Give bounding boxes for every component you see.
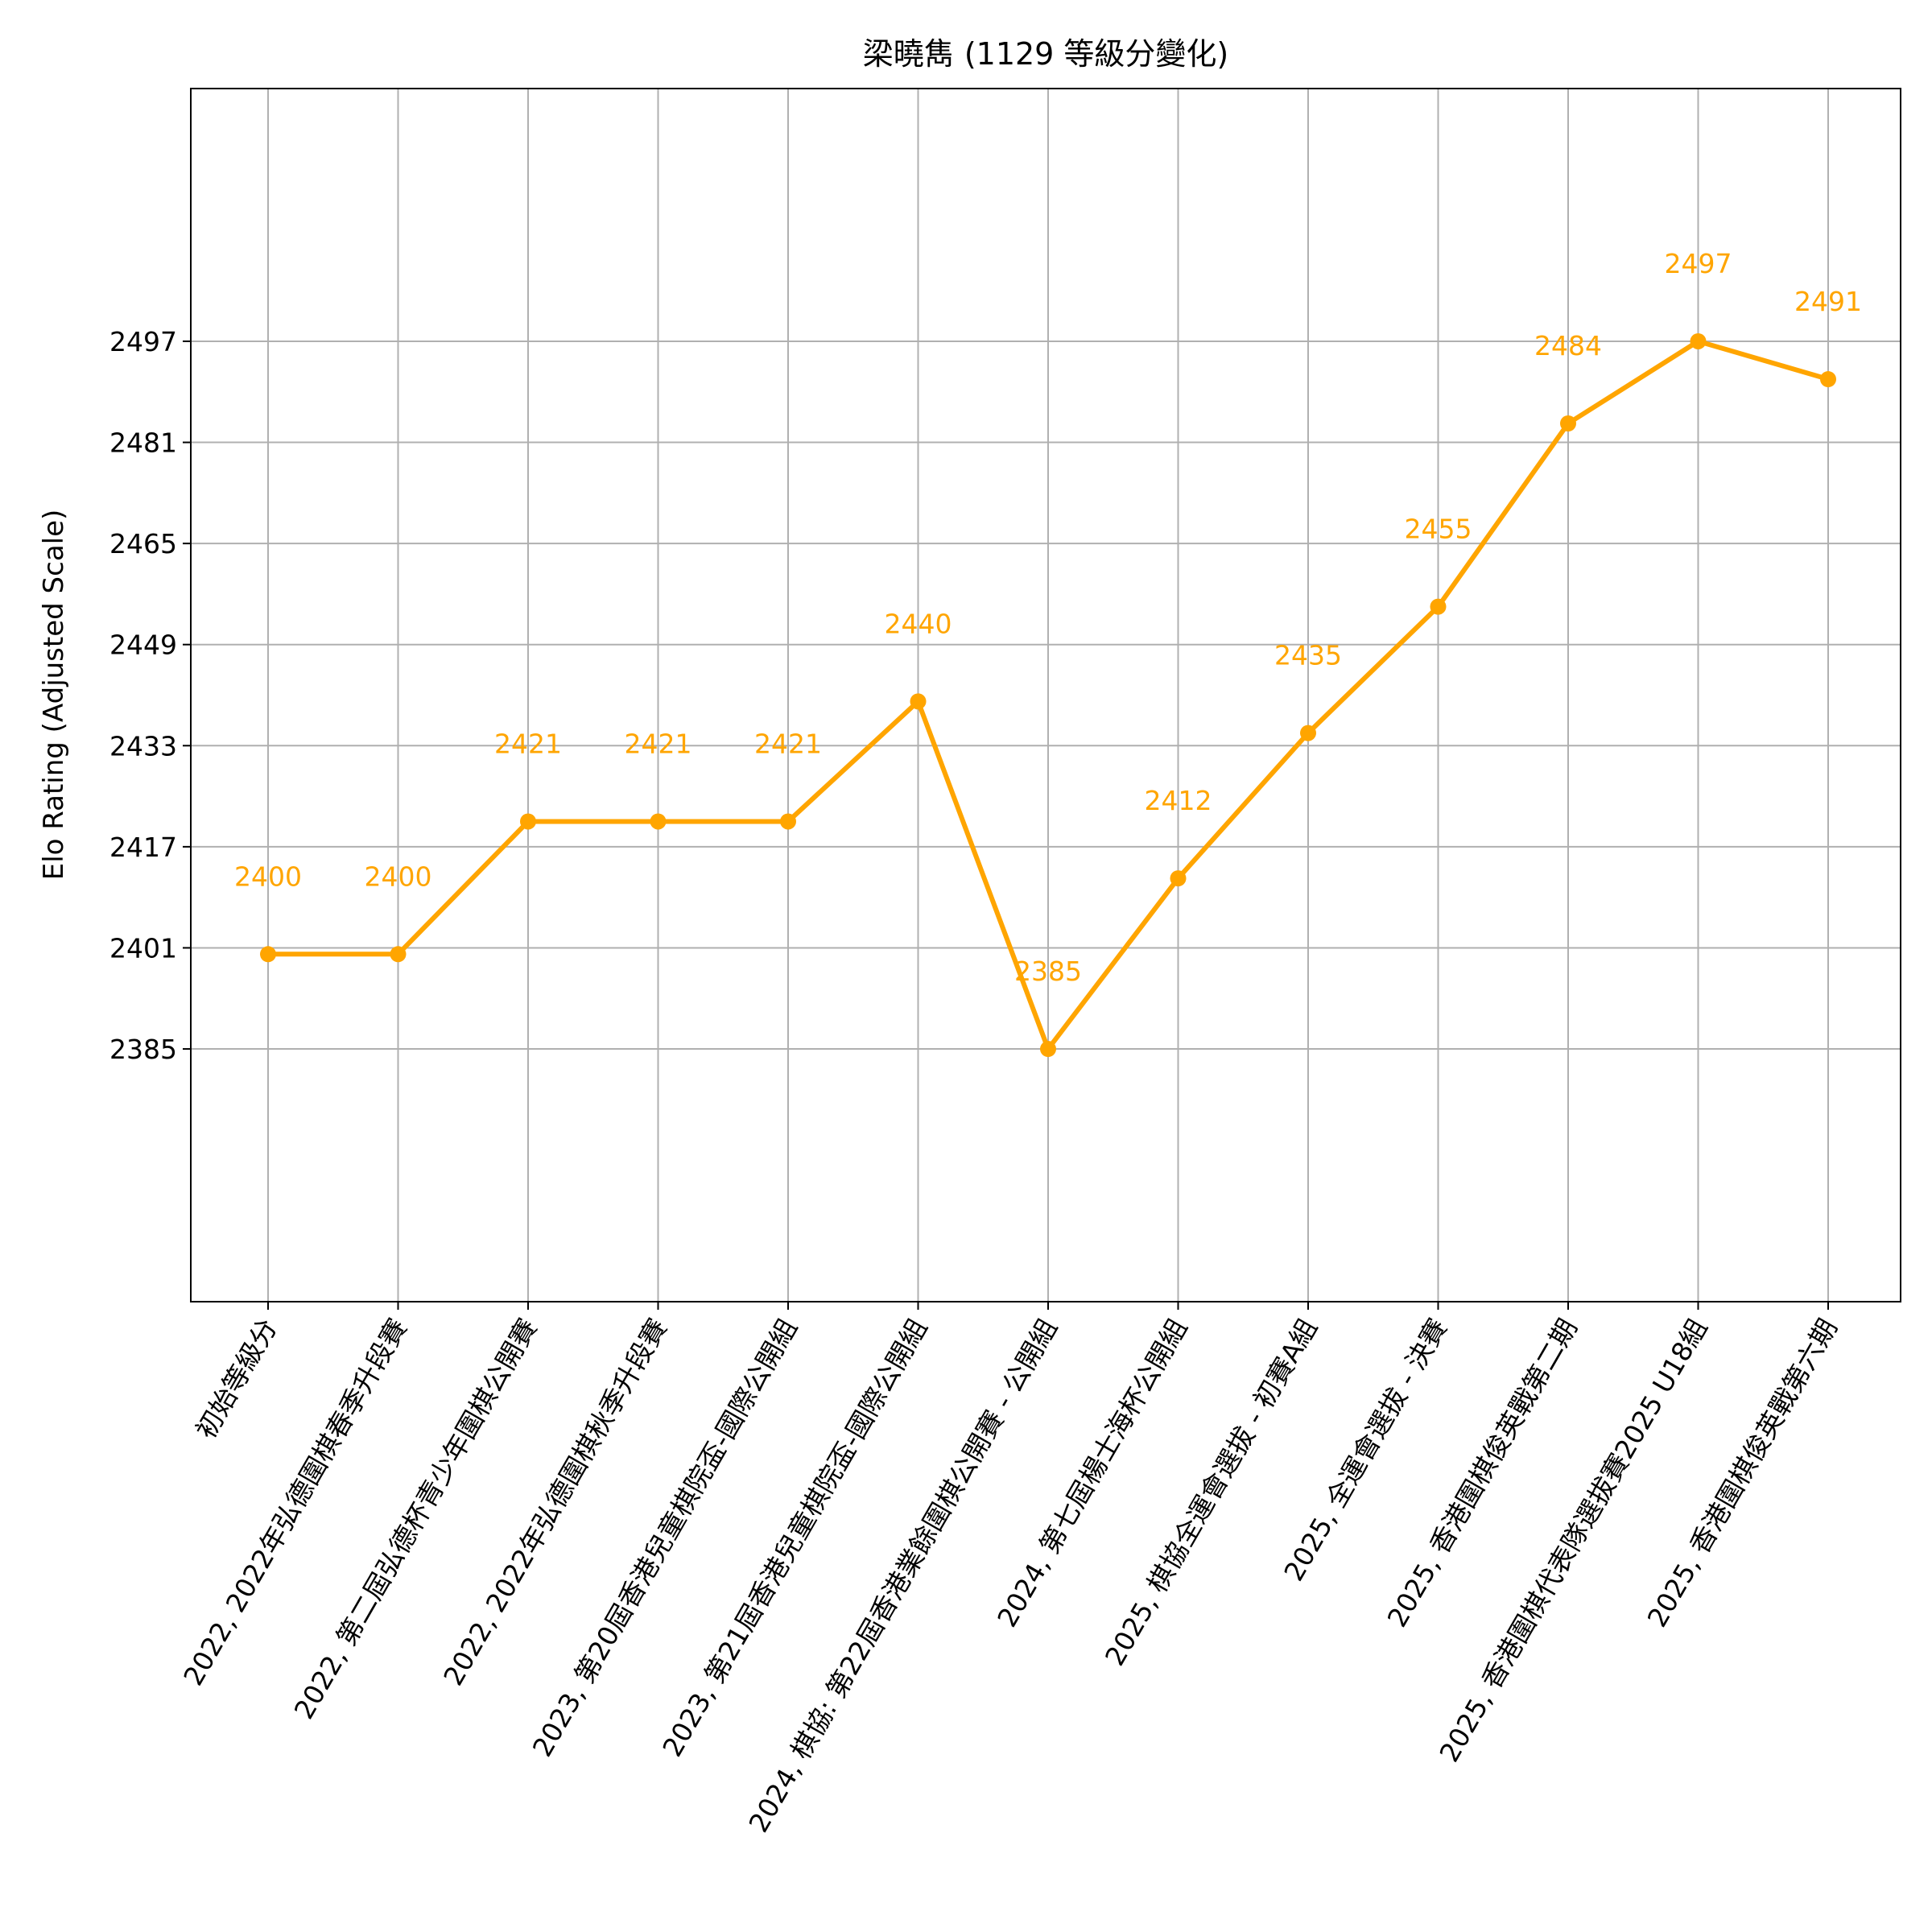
grid bbox=[191, 89, 1901, 1302]
data-label: 2497 bbox=[1665, 248, 1732, 279]
x-tick-label: 2022, 2022年弘德圍棋秋季升段賽 bbox=[437, 1314, 673, 1691]
data-label: 2435 bbox=[1274, 640, 1342, 671]
data-label: 2440 bbox=[885, 608, 952, 639]
y-tick-label: 2481 bbox=[109, 427, 177, 459]
data-point bbox=[390, 946, 407, 963]
data-label: 2385 bbox=[1014, 956, 1082, 987]
x-tick-label: 2022, 2022年弘德圍棋春季升段賽 bbox=[177, 1314, 413, 1691]
x-tick-label: 2023, 第21屆香港兒童棋院盃-國際公開組 bbox=[656, 1314, 933, 1762]
y-tick-label: 2417 bbox=[109, 832, 177, 863]
data-label: 2455 bbox=[1405, 514, 1472, 545]
x-tick-label: 2022, 第二屆弘德杯青少年圍棋公開賽 bbox=[288, 1314, 543, 1725]
x-tick-label: 2025, 香港圍棋代表隊選拔賽2025 U18組 bbox=[1433, 1314, 1713, 1768]
data-point bbox=[1820, 371, 1836, 388]
data-point bbox=[1040, 1041, 1056, 1058]
data-point bbox=[780, 813, 796, 830]
y-tick-label: 2433 bbox=[109, 730, 177, 762]
y-axis-label: Elo Rating (Adjusted Scale) bbox=[38, 510, 70, 881]
data-label: 2484 bbox=[1534, 330, 1602, 361]
y-tick-label: 2497 bbox=[109, 326, 177, 357]
data-point bbox=[520, 813, 536, 830]
data-point bbox=[260, 946, 276, 963]
data-labels: 2400 2400 2421 2421 2421 2440 2385 2412 2435 2455… bbox=[234, 248, 1862, 987]
y-tick-label: 2449 bbox=[109, 630, 177, 661]
data-point bbox=[650, 813, 667, 830]
data-label: 2421 bbox=[754, 728, 822, 759]
plot-frame bbox=[190, 88, 1901, 1302]
chart-title: 梁曉雋 (1129 等級分變化) bbox=[863, 36, 1229, 72]
data-label: 2400 bbox=[365, 861, 432, 892]
data-label: 2491 bbox=[1794, 286, 1862, 317]
x-tick-label: 2025, 棋協全運會選拔 - 初賽A組 bbox=[1099, 1314, 1323, 1671]
data-point bbox=[910, 693, 927, 710]
y-tick-label: 2401 bbox=[109, 932, 177, 964]
data-label: 2412 bbox=[1145, 785, 1212, 816]
data-label: 2400 bbox=[234, 861, 302, 892]
data-point bbox=[1170, 870, 1187, 887]
data-point bbox=[1560, 415, 1576, 431]
y-tick-label: 2385 bbox=[109, 1034, 177, 1065]
x-tick-label: 2023, 第20屆香港兒童棋院盃-國際公開組 bbox=[526, 1314, 803, 1762]
data-label: 2421 bbox=[625, 728, 692, 759]
data-point bbox=[1690, 332, 1707, 349]
x-tick-label: 初始等級分 bbox=[190, 1314, 283, 1444]
data-point bbox=[1300, 724, 1316, 741]
data-points bbox=[260, 332, 1836, 1058]
y-axis-ticks: 2385 2401 2417 2433 2449 2465 2481 2497 bbox=[109, 326, 191, 1065]
y-tick-label: 2465 bbox=[109, 528, 177, 559]
data-point bbox=[1430, 598, 1447, 615]
data-label: 2421 bbox=[494, 728, 562, 759]
